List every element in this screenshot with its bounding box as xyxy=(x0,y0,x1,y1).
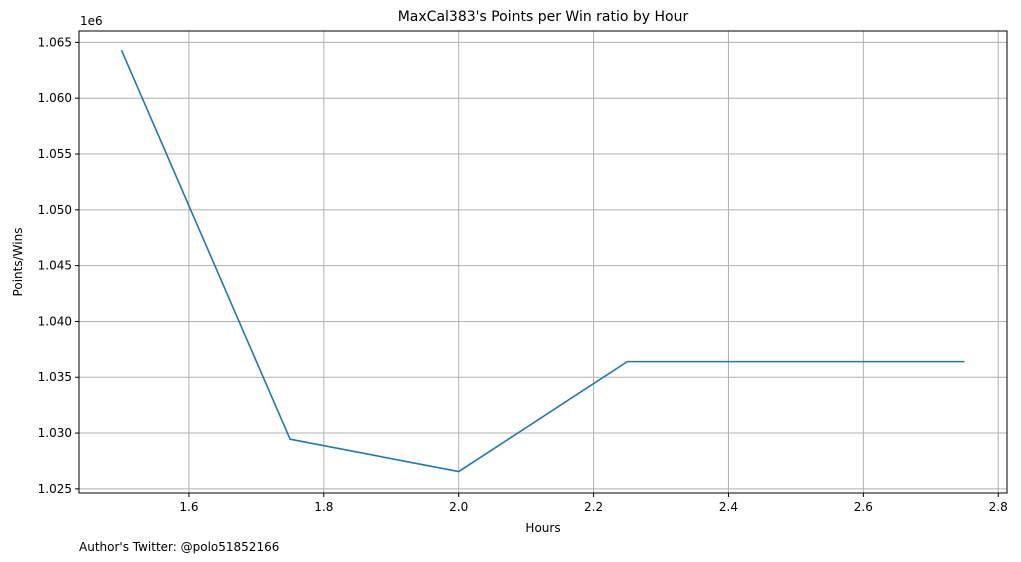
grid xyxy=(79,31,1007,493)
x-tick-label: 2.2 xyxy=(584,500,603,514)
y-tick-label: 1.025 xyxy=(38,482,72,496)
footer-author-twitter: Author's Twitter: @polo51852166 xyxy=(79,540,279,554)
y-tick-label: 1.060 xyxy=(38,91,72,105)
plot-frame xyxy=(78,30,1008,494)
x-tick-label: 1.6 xyxy=(179,500,198,514)
series-line xyxy=(120,49,965,473)
series-layer xyxy=(120,49,965,473)
y-tick-label: 1.030 xyxy=(38,426,72,440)
x-tick-label: 2.6 xyxy=(854,500,873,514)
y-tick-label: 1.035 xyxy=(38,370,72,384)
x-tick-label: 1.8 xyxy=(314,500,333,514)
y-offset-label: 1e6 xyxy=(80,14,103,28)
y-tick-label: 1.065 xyxy=(38,35,72,49)
x-axis-label: Hours xyxy=(525,521,560,535)
y-tick-label: 1.050 xyxy=(38,203,72,217)
ticks xyxy=(75,41,999,497)
tick-labels: 1.6 1.8 2.0 2.2 2.4 2.6 2.8 1.025 1.030 1.035 1.04… xyxy=(38,35,1008,514)
y-axis-label: Points/Wins xyxy=(11,228,25,297)
y-tick-label: 1.055 xyxy=(38,147,72,161)
chart-title: MaxCal383's Points per Win ratio by Hour xyxy=(398,9,689,25)
x-tick-label: 2.4 xyxy=(719,500,738,514)
x-tick-label: 2.0 xyxy=(449,500,468,514)
y-tick-label: 1.040 xyxy=(38,314,72,328)
x-tick-label: 2.8 xyxy=(989,500,1008,514)
y-tick-label: 1.045 xyxy=(38,259,72,273)
